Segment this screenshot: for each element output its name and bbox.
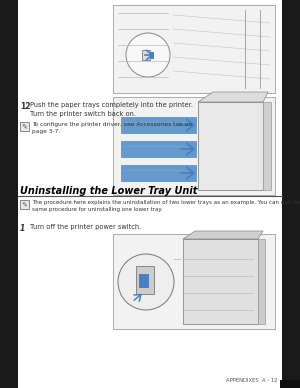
Text: Turn off the printer power switch.: Turn off the printer power switch. — [30, 224, 141, 230]
Text: 1: 1 — [20, 224, 25, 233]
Bar — [142, 50, 150, 60]
Text: ✎: ✎ — [22, 201, 27, 208]
Polygon shape — [198, 92, 268, 102]
Text: Push the paper trays completely into the printer.
Turn the printer switch back o: Push the paper trays completely into the… — [30, 102, 193, 117]
Bar — [113, 234, 275, 329]
Bar — [18, 0, 282, 388]
Bar — [121, 165, 196, 181]
Bar — [113, 5, 275, 93]
Bar — [20, 200, 29, 209]
Bar — [258, 239, 265, 324]
Bar — [198, 102, 263, 190]
Text: 12: 12 — [20, 102, 31, 111]
Text: ✎: ✎ — [22, 123, 27, 130]
Bar — [113, 97, 275, 195]
Polygon shape — [183, 231, 263, 239]
Text: To configure the printer driver, see Accessories tab on
page 3-7.: To configure the printer driver, see Acc… — [32, 122, 192, 134]
Bar — [263, 102, 271, 190]
Circle shape — [126, 33, 170, 77]
Bar — [121, 117, 196, 133]
Bar — [20, 122, 29, 131]
Circle shape — [118, 254, 174, 310]
Bar — [121, 141, 196, 157]
Bar — [150, 52, 154, 59]
Text: The procedure here explains the uninstallation of two lower trays as an example.: The procedure here explains the uninstal… — [32, 200, 300, 212]
Bar — [136, 266, 154, 294]
Text: Uninstalling the Lower Tray Unit: Uninstalling the Lower Tray Unit — [20, 186, 197, 196]
Bar — [183, 239, 258, 324]
Bar — [280, 380, 300, 388]
Text: APPENDIXES  A - 12: APPENDIXES A - 12 — [226, 378, 277, 383]
Bar — [139, 274, 149, 288]
